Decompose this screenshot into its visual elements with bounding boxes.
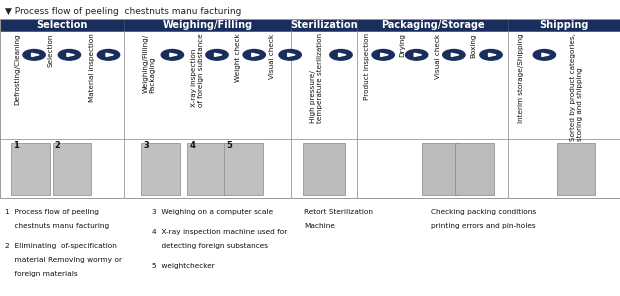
Text: High pressure/
temperature sterilization: High pressure/ temperature sterilization bbox=[310, 33, 322, 123]
Text: 1  Process flow of peeling: 1 Process flow of peeling bbox=[5, 209, 99, 215]
Text: 3  Weighing on a computer scale: 3 Weighing on a computer scale bbox=[152, 209, 273, 215]
Text: 5: 5 bbox=[226, 141, 232, 149]
Text: Interim storage/Shipping: Interim storage/Shipping bbox=[518, 33, 524, 123]
Polygon shape bbox=[215, 53, 222, 57]
Text: Machine: Machine bbox=[304, 223, 335, 229]
Bar bbox=[187, 143, 226, 195]
Text: Visual check: Visual check bbox=[268, 33, 275, 78]
Circle shape bbox=[372, 49, 394, 60]
Polygon shape bbox=[170, 53, 177, 57]
Text: chestnuts manu facturing: chestnuts manu facturing bbox=[5, 223, 109, 229]
Text: Selection: Selection bbox=[48, 33, 54, 67]
Polygon shape bbox=[542, 53, 549, 57]
Bar bbox=[53, 143, 91, 195]
Polygon shape bbox=[489, 53, 496, 57]
Text: 5  weightchecker: 5 weightchecker bbox=[152, 263, 215, 269]
Polygon shape bbox=[252, 53, 259, 57]
Bar bbox=[141, 143, 180, 195]
Text: Sterilization: Sterilization bbox=[290, 20, 358, 30]
Text: detecting foreign substances: detecting foreign substances bbox=[152, 243, 268, 249]
Bar bbox=[422, 143, 460, 195]
Polygon shape bbox=[451, 53, 459, 57]
Polygon shape bbox=[381, 53, 388, 57]
Circle shape bbox=[23, 49, 45, 60]
Text: 4: 4 bbox=[189, 141, 195, 149]
Bar bbox=[356, 19, 508, 31]
Polygon shape bbox=[288, 53, 295, 57]
Text: material Removing wormy or: material Removing wormy or bbox=[5, 257, 122, 263]
Text: 3: 3 bbox=[143, 141, 149, 149]
Polygon shape bbox=[106, 53, 113, 57]
Circle shape bbox=[443, 49, 465, 60]
Circle shape bbox=[97, 49, 120, 60]
Bar bbox=[291, 19, 356, 31]
Text: foreign materials: foreign materials bbox=[5, 271, 77, 277]
Text: X-ray inspection
of foreign substance: X-ray inspection of foreign substance bbox=[191, 33, 203, 107]
Text: Material inspection: Material inspection bbox=[89, 33, 95, 102]
Text: Product inspection: Product inspection bbox=[364, 33, 370, 100]
Text: Visual check: Visual check bbox=[435, 33, 441, 78]
Circle shape bbox=[58, 49, 81, 60]
Circle shape bbox=[206, 49, 228, 60]
Text: Boxing: Boxing bbox=[471, 33, 477, 58]
Text: ▼ Process flow of peeling  chestnuts manu facturing: ▼ Process flow of peeling chestnuts manu… bbox=[5, 7, 241, 16]
Circle shape bbox=[405, 49, 428, 60]
Polygon shape bbox=[339, 53, 346, 57]
Bar bbox=[11, 143, 50, 195]
Text: 4  X-ray inspection machine used for: 4 X-ray inspection machine used for bbox=[152, 229, 287, 234]
Bar bbox=[0, 19, 620, 198]
Circle shape bbox=[330, 49, 352, 60]
Text: 2: 2 bbox=[55, 141, 60, 149]
Polygon shape bbox=[32, 53, 39, 57]
Text: Selection: Selection bbox=[37, 20, 87, 30]
Bar bbox=[124, 19, 291, 31]
Bar bbox=[224, 143, 263, 195]
Text: Drying: Drying bbox=[399, 33, 405, 57]
Bar bbox=[303, 143, 345, 195]
Text: printing errors and pin-holes: printing errors and pin-holes bbox=[431, 223, 536, 229]
Circle shape bbox=[480, 49, 502, 60]
Circle shape bbox=[279, 49, 301, 60]
Text: Defrosting/Cleaning: Defrosting/Cleaning bbox=[14, 33, 20, 105]
Circle shape bbox=[533, 49, 556, 60]
Text: Weighing/Filling: Weighing/Filling bbox=[162, 20, 253, 30]
Bar bbox=[508, 19, 620, 31]
Circle shape bbox=[161, 49, 184, 60]
Bar bbox=[557, 143, 595, 195]
Polygon shape bbox=[67, 53, 74, 57]
Circle shape bbox=[243, 49, 265, 60]
Text: Packaging/Storage: Packaging/Storage bbox=[381, 20, 484, 30]
Bar bbox=[0, 19, 124, 31]
Text: Retort Sterilization: Retort Sterilization bbox=[304, 209, 373, 215]
Text: Weight check: Weight check bbox=[235, 33, 241, 82]
Text: Weighing/Filling/
Packaging: Weighing/Filling/ Packaging bbox=[143, 33, 155, 93]
Bar bbox=[455, 143, 494, 195]
Polygon shape bbox=[414, 53, 422, 57]
Text: Checking packing conditions: Checking packing conditions bbox=[431, 209, 536, 215]
Text: Sorted by product categories,
storing and shipping: Sorted by product categories, storing an… bbox=[570, 33, 583, 141]
Text: 2  Eliminating  of-specification: 2 Eliminating of-specification bbox=[5, 243, 117, 249]
Text: Shipping: Shipping bbox=[539, 20, 589, 30]
Text: 1: 1 bbox=[13, 141, 19, 149]
